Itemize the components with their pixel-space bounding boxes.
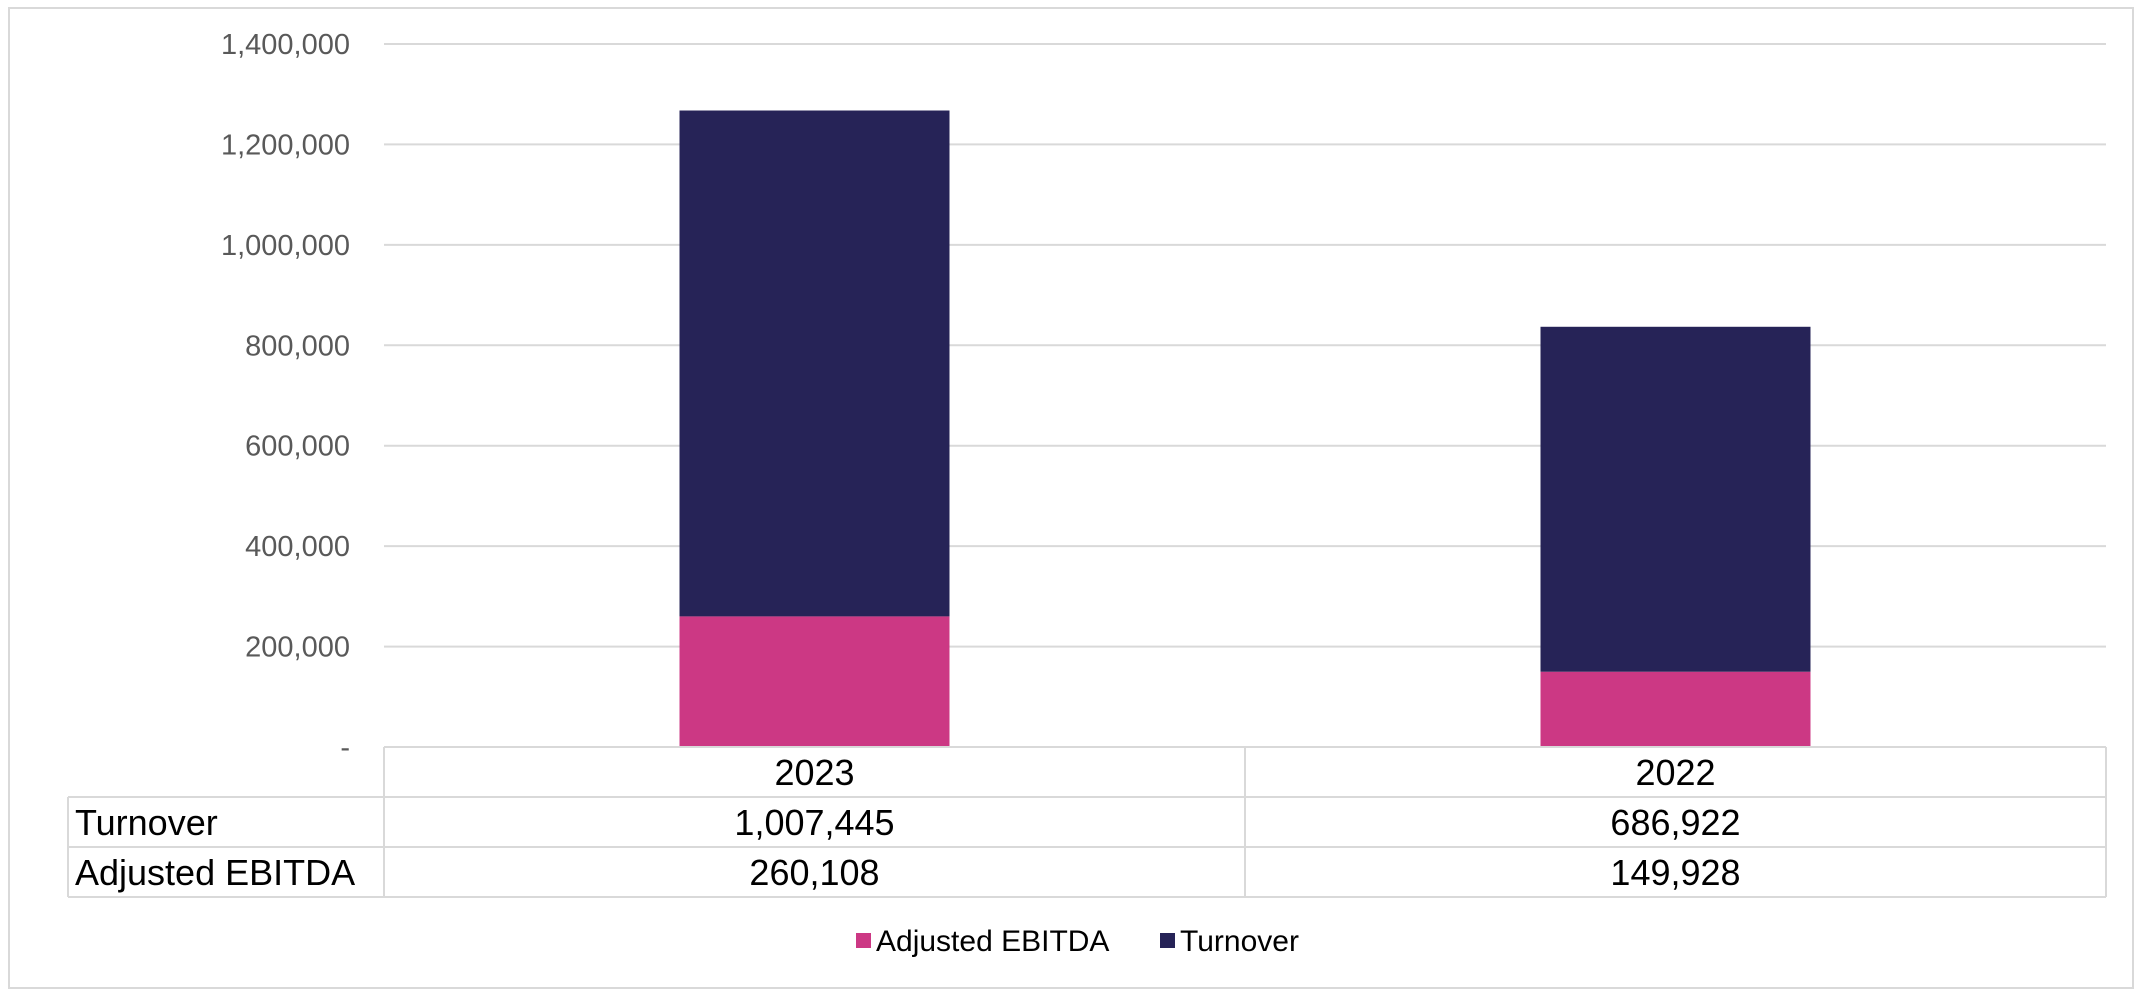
chart-frame	[8, 7, 2134, 989]
y-tick-label: 800,000	[245, 330, 350, 362]
x-category-label: 2022	[1635, 752, 1715, 793]
legend-swatch-turnover	[1160, 933, 1175, 948]
data-table: 2023 2022 Turnover 1,007,445 686,922 Adjusted…	[67, 746, 2107, 898]
table-cell-value: 149,928	[1610, 852, 1740, 893]
y-tick-label: 1,400,000	[221, 29, 350, 61]
y-tick-label: 1,200,000	[221, 129, 350, 161]
legend-swatch-adjusted-ebitda	[856, 933, 871, 948]
table-cell-value: 686,922	[1610, 802, 1740, 843]
legend-label-turnover: Turnover	[1180, 925, 1299, 958]
table-cell-value: 1,007,445	[734, 802, 894, 843]
legend: Adjusted EBITDA Turnover	[856, 925, 1299, 958]
table-row-label: Turnover	[75, 802, 218, 843]
table-cell-value: 260,108	[749, 852, 879, 893]
table-row-label: Adjusted EBITDA	[75, 852, 355, 893]
bar-turnover-2023	[679, 110, 950, 617]
y-tick-label: 1,000,000	[221, 230, 350, 262]
x-category-label: 2023	[774, 752, 854, 793]
bar-adjusted-ebitda-2023	[679, 616, 950, 747]
gridlines	[384, 43, 2106, 648]
bars	[679, 110, 1811, 747]
y-axis-tick-labels: - 200,000 400,000 600,000 800,000 1,000,000 1,…	[221, 29, 350, 764]
bar-turnover-2022	[1540, 326, 1811, 672]
y-tick-label: 200,000	[245, 632, 350, 664]
y-tick-label: -	[340, 732, 350, 764]
bar-adjusted-ebitda-2022	[1540, 671, 1811, 747]
legend-label-adjusted-ebitda: Adjusted EBITDA	[876, 925, 1109, 958]
y-tick-label: 400,000	[245, 531, 350, 563]
y-tick-label: 600,000	[245, 431, 350, 463]
